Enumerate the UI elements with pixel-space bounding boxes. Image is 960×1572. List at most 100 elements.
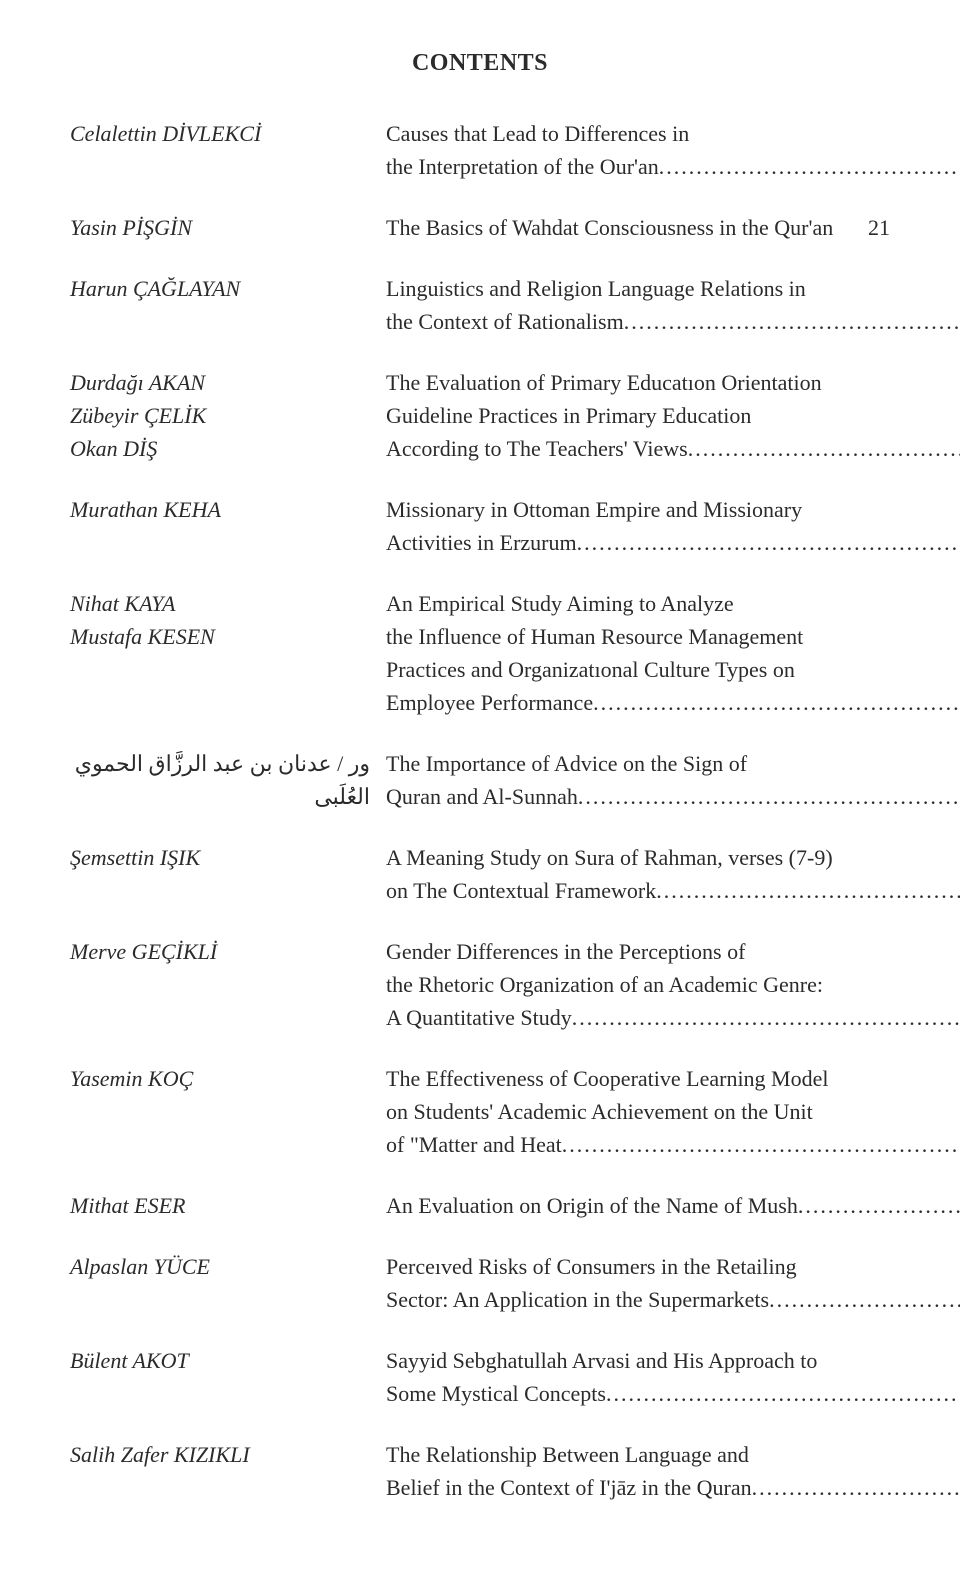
title-text: A Quantitative Study bbox=[386, 1001, 572, 1034]
title-text: Activities in Erzurum bbox=[386, 526, 577, 559]
contents-entry: Mithat ESER An Evaluation on Origin of th… bbox=[70, 1189, 890, 1222]
title-last-line: An Evaluation on Origin of the Name of M… bbox=[386, 1189, 960, 1222]
title-line: Sayyid Sebghatullah Arvasi and His Appro… bbox=[386, 1344, 960, 1377]
author-name: Mithat ESER bbox=[70, 1189, 370, 1222]
contents-heading: CONTENTS bbox=[70, 50, 890, 77]
contents-entry: ور / عدنان بن عبد الرزَّاق الحموي العُلَ… bbox=[70, 747, 890, 813]
dot-leader bbox=[659, 150, 960, 183]
dot-leader bbox=[769, 1283, 960, 1316]
title-line: An Empirical Study Aiming to Analyze bbox=[386, 587, 960, 620]
author-name: Celalettin DİVLEKCİ bbox=[70, 117, 370, 150]
title-column: Perceıved Risks of Consumers in the Reta… bbox=[386, 1250, 960, 1316]
contents-entry: Murathan KEHAMissionary in Ottoman Empir… bbox=[70, 493, 890, 559]
title-text: Quran and Al-Sunnah bbox=[386, 780, 578, 813]
author-column: Bülent AKOT bbox=[70, 1344, 386, 1377]
title-line: Causes that Lead to Differences in bbox=[386, 117, 960, 150]
title-column: Gender Differences in the Perceptions of… bbox=[386, 935, 960, 1034]
author-column: Merve GEÇİKLİ bbox=[70, 935, 386, 968]
author-column: Şemsettin IŞIK bbox=[70, 841, 386, 874]
title-last-line: Employee Performance 97 bbox=[386, 686, 960, 719]
dot-leader bbox=[624, 305, 960, 338]
dot-leader bbox=[562, 1128, 960, 1161]
author-column: Harun ÇAĞLAYAN bbox=[70, 272, 386, 305]
contents-entry: Şemsettin IŞIKA Meaning Study on Sura of… bbox=[70, 841, 890, 907]
author-column: Yasin PİŞGİN bbox=[70, 211, 386, 244]
author-column: Mithat ESER bbox=[70, 1189, 386, 1222]
title-last-line: the Interpretation of the Our'an 1 bbox=[386, 150, 960, 183]
title-line: the Rhetoric Organization of an Academic… bbox=[386, 968, 960, 1001]
dot-leader bbox=[577, 526, 960, 559]
title-column: A Meaning Study on Sura of Rahman, verse… bbox=[386, 841, 960, 907]
dot-leader bbox=[572, 1001, 960, 1034]
title-line: Gender Differences in the Perceptions of bbox=[386, 935, 960, 968]
dot-leader bbox=[593, 686, 960, 719]
title-last-line: The Basics of Wahdat Consciousness in th… bbox=[386, 211, 890, 244]
contents-entry: Bülent AKOTSayyid Sebghatullah Arvasi an… bbox=[70, 1344, 890, 1410]
title-text: The Basics of Wahdat Consciousness in th… bbox=[386, 211, 833, 244]
title-text: Employee Performance bbox=[386, 686, 593, 719]
title-column: The Basics of Wahdat Consciousness in th… bbox=[386, 211, 890, 244]
title-text: An Evaluation on Origin of the Name of M… bbox=[386, 1189, 798, 1222]
title-line: The Relationship Between Language and bbox=[386, 1438, 960, 1471]
author-name: Harun ÇAĞLAYAN bbox=[70, 272, 370, 305]
title-last-line: on The Contextual Framework 157 bbox=[386, 874, 960, 907]
contents-entry: Yasemin KOÇThe Effectiveness of Cooperat… bbox=[70, 1062, 890, 1161]
title-last-line: Activities in Erzurum 73 bbox=[386, 526, 960, 559]
title-text: of "Matter and Heat bbox=[386, 1128, 562, 1161]
title-text: on The Contextual Framework bbox=[386, 874, 656, 907]
title-last-line: Some Mystical Concepts 251 bbox=[386, 1377, 960, 1410]
title-line: the Influence of Human Resource Manageme… bbox=[386, 620, 960, 653]
author-name: Bülent AKOT bbox=[70, 1344, 370, 1377]
title-line: Linguistics and Religion Language Relati… bbox=[386, 272, 960, 305]
dot-leader bbox=[578, 780, 960, 813]
title-line: on Students' Academic Achievement on the… bbox=[386, 1095, 960, 1128]
author-column: Salih Zafer KIZIKLI bbox=[70, 1438, 386, 1471]
title-line: Missionary in Ottoman Empire and Mission… bbox=[386, 493, 960, 526]
title-text: According to The Teachers' Views bbox=[386, 432, 688, 465]
title-last-line: Sector: An Application in the Supermarke… bbox=[386, 1283, 960, 1316]
author-name: Nihat KAYA bbox=[70, 587, 370, 620]
title-line: The Evaluation of Primary Educatıon Orie… bbox=[386, 366, 960, 399]
title-column: An Empirical Study Aiming to Analyzethe … bbox=[386, 587, 960, 719]
title-column: The Effectiveness of Cooperative Learnin… bbox=[386, 1062, 960, 1161]
title-text: the Interpretation of the Our'an bbox=[386, 150, 659, 183]
title-line: The Effectiveness of Cooperative Learnin… bbox=[386, 1062, 960, 1095]
title-line: A Meaning Study on Sura of Rahman, verse… bbox=[386, 841, 960, 874]
contents-entry: Alpaslan YÜCEPerceıved Risks of Consumer… bbox=[70, 1250, 890, 1316]
author-column: Yasemin KOÇ bbox=[70, 1062, 386, 1095]
author-name: Zübeyir ÇELİK bbox=[70, 399, 370, 432]
title-column: Linguistics and Religion Language Relati… bbox=[386, 272, 960, 338]
author-name: Mustafa KESEN bbox=[70, 620, 370, 653]
author-column: Celalettin DİVLEKCİ bbox=[70, 117, 386, 150]
title-line: Guideline Practices in Primary Education bbox=[386, 399, 960, 432]
contents-entry: Salih Zafer KIZIKLIThe Relationship Betw… bbox=[70, 1438, 890, 1504]
contents-entry: Harun ÇAĞLAYANLinguistics and Religion L… bbox=[70, 272, 890, 338]
title-last-line: the Context of Rationalism 41 bbox=[386, 305, 960, 338]
author-name: Murathan KEHA bbox=[70, 493, 370, 526]
title-text: the Context of Rationalism bbox=[386, 305, 624, 338]
contents-entry: Yasin PİŞGİNThe Basics of Wahdat Conscio… bbox=[70, 211, 890, 244]
dot-leader bbox=[688, 432, 960, 465]
title-text: Sector: An Application in the Supermarke… bbox=[386, 1283, 769, 1316]
page-number: 21 bbox=[862, 211, 890, 244]
author-column: Murathan KEHA bbox=[70, 493, 386, 526]
title-last-line: Belief in the Context of I'jāz in the Qu… bbox=[386, 1471, 960, 1504]
title-last-line: of "Matter and Heat 191 bbox=[386, 1128, 960, 1161]
author-name: Yasemin KOÇ bbox=[70, 1062, 370, 1095]
author-name-arabic: ور / عدنان بن عبد الرزَّاق الحموي العُلَ… bbox=[70, 747, 370, 813]
title-line: Perceıved Risks of Consumers in the Reta… bbox=[386, 1250, 960, 1283]
title-column: The Relationship Between Language andBel… bbox=[386, 1438, 960, 1504]
dot-leader bbox=[606, 1377, 960, 1410]
author-name: Merve GEÇİKLİ bbox=[70, 935, 370, 968]
contents-list: Celalettin DİVLEKCİCauses that Lead to D… bbox=[70, 117, 890, 1504]
title-column: Missionary in Ottoman Empire and Mission… bbox=[386, 493, 960, 559]
title-line: The Importance of Advice on the Sign of bbox=[386, 747, 960, 780]
title-column: An Evaluation on Origin of the Name of M… bbox=[386, 1189, 960, 1222]
dot-leader bbox=[798, 1189, 960, 1222]
title-line: Practices and Organizatıonal Culture Typ… bbox=[386, 653, 960, 686]
title-last-line: Quran and Al-Sunnah 123 bbox=[386, 780, 960, 813]
author-column: Nihat KAYAMustafa KESEN bbox=[70, 587, 386, 653]
author-column: Durdağı AKANZübeyir ÇELİKOkan DİŞ bbox=[70, 366, 386, 465]
author-name: Şemsettin IŞIK bbox=[70, 841, 370, 874]
title-column: Sayyid Sebghatullah Arvasi and His Appro… bbox=[386, 1344, 960, 1410]
